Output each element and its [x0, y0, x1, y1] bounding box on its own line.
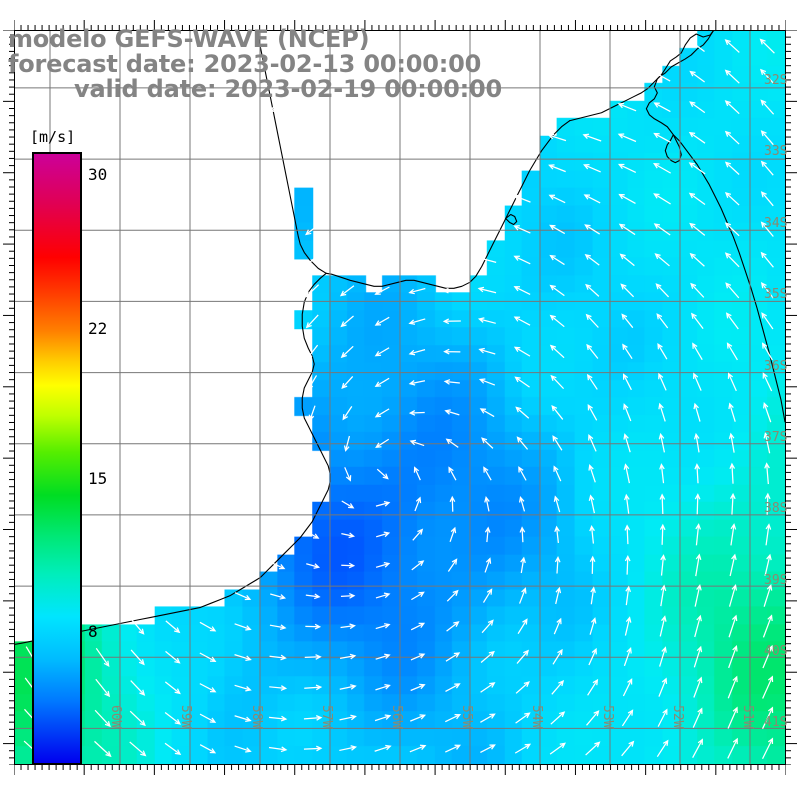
left-axis-ruler: [3, 30, 15, 765]
colorbar-tick-15: 15: [88, 469, 108, 488]
wind-direction-vectors: [23, 38, 775, 759]
right-axis-ruler: [785, 30, 797, 765]
colorbar-tick-30: 30: [88, 165, 108, 184]
coastline-overlay: [15, 31, 785, 645]
map-plot-area: [14, 30, 786, 765]
bottom-axis-ruler: [14, 764, 786, 775]
colorbar-tick-8: 8: [88, 622, 98, 641]
colorbar-units-label: [m/s]: [30, 128, 76, 146]
colorbar-tick-22: 22: [88, 319, 108, 338]
colorbar-gradient: [32, 152, 82, 765]
